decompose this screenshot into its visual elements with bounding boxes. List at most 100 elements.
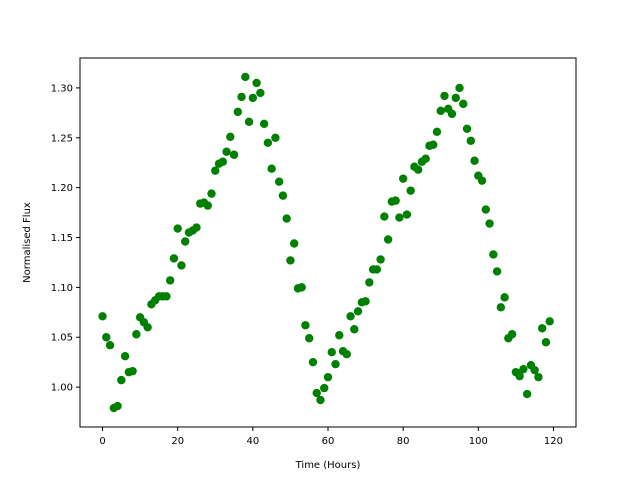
data-point: [120, 351, 130, 361]
data-point: [316, 395, 325, 405]
data-point: [451, 93, 460, 103]
x-tick-label: 40: [246, 436, 259, 447]
x-tick-label: 100: [469, 436, 488, 447]
data-point: [421, 154, 430, 163]
data-point: [117, 375, 126, 385]
data-point: [207, 189, 216, 198]
data-point: [429, 140, 438, 149]
data-point: [323, 372, 333, 382]
data-point: [274, 177, 284, 186]
data-point: [541, 338, 551, 347]
y-tick-label: 1.00: [51, 383, 73, 394]
data-point: [203, 201, 212, 210]
data-point: [102, 333, 111, 342]
data-point: [289, 239, 299, 248]
data-point: [128, 366, 137, 376]
data-point: [496, 303, 506, 312]
data-point: [507, 330, 517, 339]
data-point: [173, 224, 182, 233]
data-point: [470, 156, 479, 165]
data-point: [331, 359, 340, 369]
data-point: [492, 267, 502, 276]
data-point: [534, 372, 543, 382]
data-point: [436, 106, 445, 116]
data-point: [259, 119, 269, 129]
data-point: [105, 341, 115, 350]
data-point: [165, 276, 175, 285]
x-tick-label: 0: [99, 436, 105, 447]
data-point: [346, 312, 355, 321]
data-point: [353, 307, 363, 316]
data-point: [256, 88, 265, 98]
data-point: [218, 157, 227, 166]
data-point: [222, 147, 231, 156]
data-point: [398, 174, 408, 183]
data-point: [455, 83, 464, 93]
data-point: [229, 150, 239, 159]
data-point: [519, 364, 528, 374]
data-point: [432, 127, 442, 136]
data-point: [177, 261, 186, 270]
data-point: [391, 196, 400, 205]
data-point: [248, 93, 258, 103]
data-point: [237, 92, 246, 102]
data-point: [233, 107, 243, 117]
data-point: [485, 219, 494, 228]
y-tick-label: 1.20: [51, 183, 73, 194]
data-point: [402, 210, 412, 219]
data-point: [462, 124, 472, 134]
data-point: [383, 235, 393, 244]
data-point: [241, 72, 250, 82]
data-point: [308, 357, 318, 367]
data-point: [278, 191, 288, 200]
data-point: [297, 283, 306, 292]
data-point: [244, 117, 254, 127]
data-point: [98, 312, 107, 321]
data-point: [192, 223, 201, 232]
y-axis-title: Normalised Flux: [22, 202, 33, 283]
y-tick-label: 1.15: [51, 233, 73, 244]
data-point: [301, 321, 310, 330]
data-point: [113, 401, 122, 411]
data-point: [132, 330, 141, 339]
x-tick-label: 60: [322, 436, 335, 447]
data-point: [211, 166, 220, 175]
data-point: [263, 138, 273, 147]
data-point: [440, 91, 449, 101]
y-tick-label: 1.30: [51, 83, 73, 94]
data-point: [515, 371, 524, 381]
data-point: [271, 133, 280, 142]
x-axis-ticks: 0 20 40 60 80 100 120: [99, 427, 563, 447]
data-point: [447, 109, 457, 119]
data-point: [406, 186, 415, 195]
data-point: [305, 334, 314, 343]
data-point: [267, 164, 276, 173]
data-point: [522, 389, 532, 399]
data-point: [530, 365, 539, 375]
data-point: [226, 132, 235, 141]
data-point: [327, 348, 336, 357]
data-point: [481, 205, 491, 214]
data-point: [335, 331, 344, 340]
y-tick-label: 1.05: [51, 333, 73, 344]
data-point: [169, 254, 179, 263]
data-point: [477, 176, 487, 185]
data-point: [537, 324, 547, 333]
data-point: [376, 255, 385, 264]
data-point: [312, 388, 321, 398]
x-tick-label: 20: [171, 436, 184, 447]
data-point: [372, 265, 382, 274]
data-point: [380, 212, 389, 221]
data-point: [181, 237, 190, 246]
data-point: [286, 256, 295, 265]
data-point: [395, 213, 404, 222]
data-point: [320, 383, 329, 393]
x-tick-label: 120: [544, 436, 563, 447]
data-point: [545, 317, 554, 326]
data-point: [413, 165, 423, 174]
data-point: [365, 278, 374, 287]
data-point: [500, 293, 509, 302]
y-tick-label: 1.10: [51, 283, 73, 294]
data-point: [342, 350, 351, 359]
